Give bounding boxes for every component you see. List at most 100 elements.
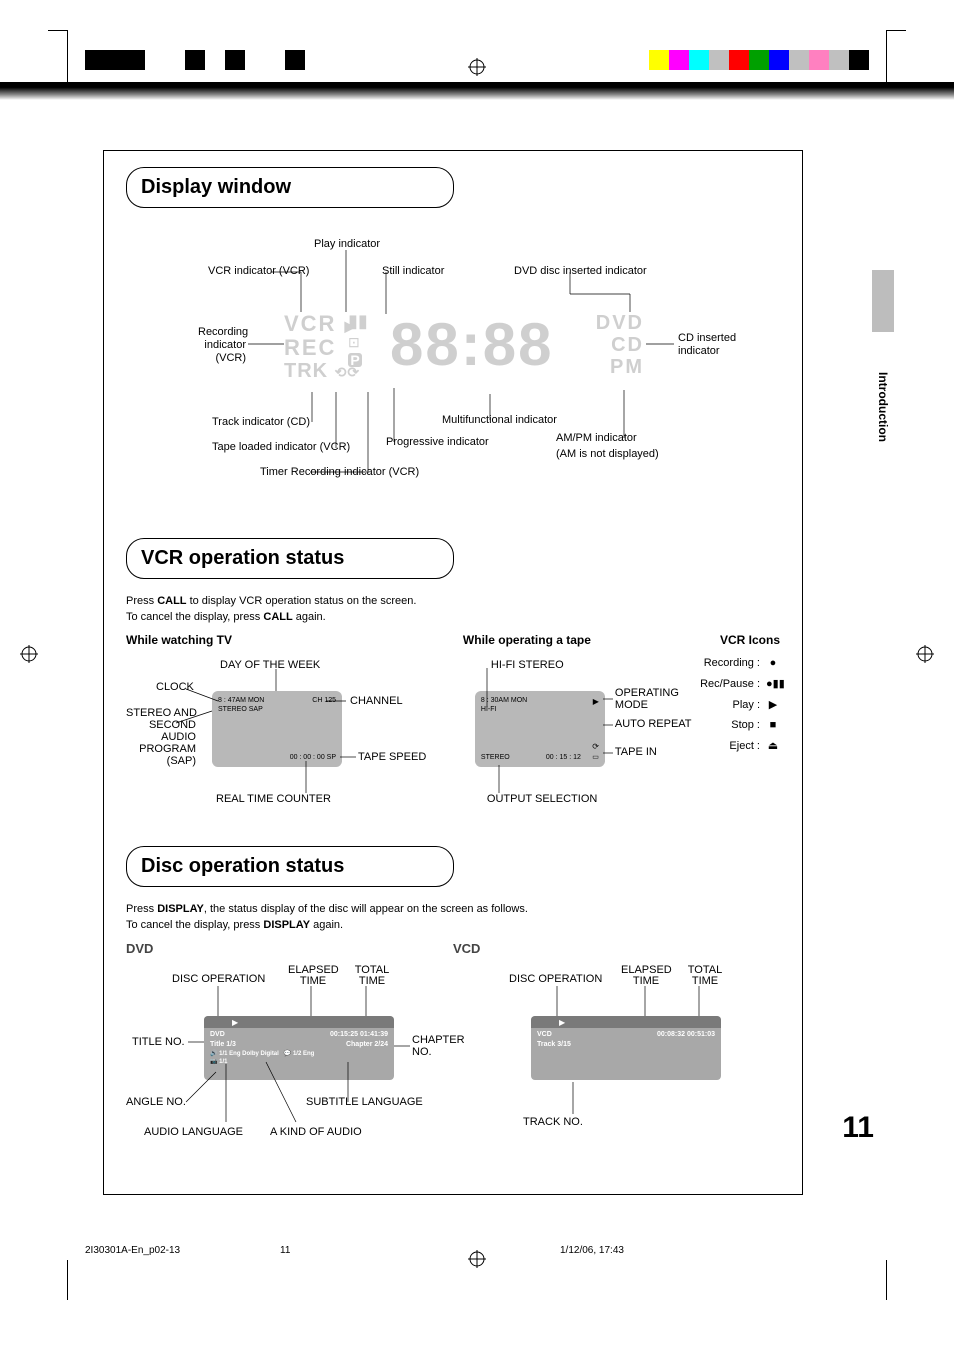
icon-row-play: Play :▶: [661, 698, 780, 711]
crop-mark: [48, 1260, 68, 1300]
lbl-sap1: STEREO AND: [126, 707, 196, 719]
play-icon: ▶: [766, 698, 780, 711]
printer-marks-top: [0, 0, 954, 100]
lbl-tape-speed: TAPE SPEED: [358, 751, 426, 763]
color-square: [829, 50, 849, 70]
lcd-cd: CD: [596, 334, 644, 356]
recpause-icon: ●▮▮: [766, 677, 780, 690]
callout-rec-3: (VCR): [198, 352, 246, 364]
lbl-clock: CLOCK: [156, 681, 194, 693]
display-window-diagram: VCR ▶ REC TRK ⟲⟳ ▮▮ ⊡ P 88:88 DVD CD PM: [126, 226, 780, 526]
eject-icon: ⏏: [766, 739, 780, 752]
color-square: [669, 50, 689, 70]
callout-ampm-2: (AM is not displayed): [556, 448, 659, 460]
record-icon: ●: [766, 657, 780, 669]
lbl-sap3: AUDIO: [126, 731, 196, 743]
footer-page: 11: [280, 1245, 290, 1256]
lbl-chapter2: NO.: [412, 1046, 432, 1058]
callout-rec-2: indicator: [198, 339, 246, 351]
callout-track: Track indicator (CD): [212, 416, 310, 428]
stop-icon: ■: [766, 719, 780, 731]
col-hdr-tape: While operating a tape: [463, 633, 661, 647]
disc-col-dvd: DVD ▶ DVD00:15:25 01:41:39 Title 1/3Chap…: [126, 941, 453, 1174]
section-header-vcr: VCR operation status: [126, 538, 454, 579]
color-square: [649, 50, 669, 70]
lbl-kind-audio: A KIND OF AUDIO: [270, 1126, 362, 1138]
tone-square: [145, 50, 165, 70]
vcr-text-2: To cancel the display, press CALL again.: [126, 611, 780, 623]
callout-dvd-ins: DVD disc inserted indicator: [514, 265, 647, 277]
callout-multi: Multifunctional indicator: [442, 414, 557, 426]
callout-ampm-1: AM/PM indicator: [556, 432, 637, 444]
disc-text-2: To cancel the display, press DISPLAY aga…: [126, 919, 780, 931]
section-header-disc: Disc operation status: [126, 846, 454, 887]
side-tab-label: Introduction: [876, 372, 890, 442]
col-hdr-icons: VCR Icons: [661, 633, 780, 647]
crop-mark: [48, 30, 68, 90]
registration-mark-top: [468, 58, 486, 76]
callout-rec-1: Recording: [198, 326, 246, 338]
lbl-elapsed2: TIME: [288, 975, 338, 987]
gradient-bar: [0, 82, 954, 100]
page-wrap: Introduction Display window VCR ▶ REC TR…: [0, 100, 954, 1235]
lbl-day: DAY OF THE WEEK: [220, 659, 320, 671]
lbl-sap5: (SAP): [126, 755, 196, 767]
tone-square: [225, 50, 245, 70]
lbl-sub-lang: SUBTITLE LANGUAGE: [306, 1096, 423, 1108]
lcd-digits: 88:88: [390, 310, 553, 379]
tone-square: [245, 50, 265, 70]
crop-mark: [886, 1260, 906, 1300]
callout-cd-1: CD inserted: [678, 332, 736, 344]
callout-play: Play indicator: [314, 238, 380, 250]
lbl-vcd-disc-op: DISC OPERATION: [509, 973, 602, 985]
color-square: [709, 50, 729, 70]
lcd-pm: PM: [596, 356, 644, 378]
registration-mark-bottom: [468, 1250, 486, 1271]
callout-cd-2: indicator: [678, 345, 720, 357]
col-hdr-tv: While watching TV: [126, 633, 463, 647]
page-content: Display window VCR ▶ REC TRK ⟲⟳ ▮▮ ⊡ P 8…: [103, 150, 803, 1195]
vcr-col-tv: While watching TV 8 : 47AM MON STEREO SA…: [126, 633, 463, 828]
callout-tape-loaded: Tape loaded indicator (VCR): [212, 441, 350, 453]
crop-mark: [886, 30, 906, 90]
color-square: [849, 50, 869, 70]
lbl-rtc: REAL TIME COUNTER: [216, 793, 331, 805]
lbl-sap2: SECOND: [126, 719, 196, 731]
side-tab: Introduction: [872, 270, 894, 460]
callout-progressive: Progressive indicator: [386, 436, 489, 448]
tone-square: [205, 50, 225, 70]
footer-file: 2I30301A-En_p02-13: [85, 1245, 180, 1256]
disc-status-section: Disc operation status Press DISPLAY, the…: [126, 846, 780, 1174]
icon-row-recpause: Rec/Pause :●▮▮: [661, 677, 780, 690]
lbl-audio-lang: AUDIO LANGUAGE: [144, 1126, 243, 1138]
vcr-col-tape: While operating a tape 8 : 30AM MON HI-F…: [463, 633, 661, 828]
page-number: 11: [842, 1111, 874, 1145]
vcr-text-1: Press CALL to display VCR operation stat…: [126, 595, 780, 607]
section-header-display: Display window: [126, 167, 454, 208]
lbl-title-no: TITLE NO.: [132, 1036, 185, 1048]
lbl-vcd-el2: TIME: [621, 975, 671, 987]
tone-square: [285, 50, 305, 70]
disc-col-vcd: VCD ▶ VCD00:08:32 00:51:03 Track 3/15: [453, 941, 780, 1174]
vcr-col-icons: VCR Icons Recording :● Rec/Pause :●▮▮ Pl…: [661, 633, 780, 828]
tone-square: [85, 50, 105, 70]
lbl-disc-op: DISC OPERATION: [172, 973, 265, 985]
icon-row-recording: Recording :●: [661, 657, 780, 669]
callout-vcr-ind: VCR indicator (VCR): [208, 265, 309, 277]
lcd-dvd: DVD: [596, 312, 644, 334]
tone-square: [265, 50, 285, 70]
disc-text-1: Press DISPLAY, the status display of the…: [126, 903, 780, 915]
color-square: [789, 50, 809, 70]
icon-row-eject: Eject :⏏: [661, 739, 780, 752]
vcr-status-section: VCR operation status Press CALL to displ…: [126, 538, 780, 828]
tone-square: [125, 50, 145, 70]
lbl-channel: CHANNEL: [350, 695, 403, 707]
icon-row-stop: Stop :■: [661, 719, 780, 731]
lbl-hifi: HI-FI STEREO: [491, 659, 564, 671]
footer: 2I30301A-En_p02-13 11 1/12/06, 17:43: [0, 1235, 954, 1295]
lcd-icons: ▮▮ ⊡ P: [348, 312, 368, 367]
tone-square: [165, 50, 185, 70]
lbl-track-no: TRACK NO.: [523, 1116, 583, 1128]
lbl-output: OUTPUT SELECTION: [487, 793, 597, 805]
tone-square: [185, 50, 205, 70]
